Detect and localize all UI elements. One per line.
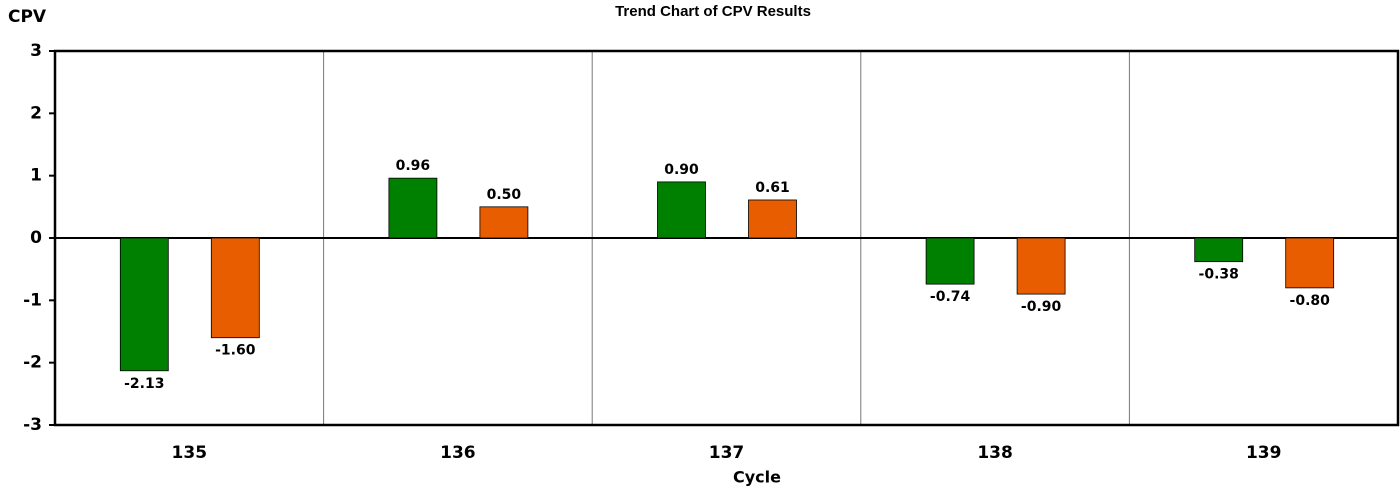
x-tick-label: 138 [977,443,1013,463]
value-label: 0.50 [487,187,522,203]
value-label: -1.60 [215,343,256,359]
bar [1016,237,1066,295]
y-tick-label: -1 [23,290,42,310]
x-tick-label: 136 [440,443,476,463]
bar [119,237,169,372]
value-label: -0.38 [1199,267,1239,283]
value-label: -0.80 [1290,293,1331,309]
bar [925,237,975,285]
value-label: -0.90 [1021,299,1062,315]
bar [210,237,260,339]
y-tick-label: 1 [30,166,42,186]
bar [748,199,797,239]
x-tick-label: 135 [172,443,208,463]
y-axis-label: CPV [8,7,47,27]
x-tick-label: 137 [709,443,745,463]
y-tick-label: -3 [23,415,42,435]
value-label: 0.96 [396,158,431,174]
value-label: -2.13 [124,376,164,392]
bar [479,206,529,239]
bar [1285,237,1335,289]
bar [657,181,706,239]
value-label: 0.61 [755,180,790,196]
y-tick-label: 3 [30,41,42,61]
bar [388,177,438,239]
y-tick-label: 2 [30,103,42,123]
y-tick-label: 0 [30,228,42,248]
chart-title: Trend Chart of CPV Results [615,3,811,20]
value-label: 0.90 [664,162,699,178]
plot-border [53,49,1400,427]
x-tick-label: 139 [1246,443,1282,463]
x-axis-label: Cycle [733,468,781,487]
bar [1194,237,1244,263]
value-label: -0.74 [930,289,971,305]
y-tick-label: -2 [23,353,42,373]
